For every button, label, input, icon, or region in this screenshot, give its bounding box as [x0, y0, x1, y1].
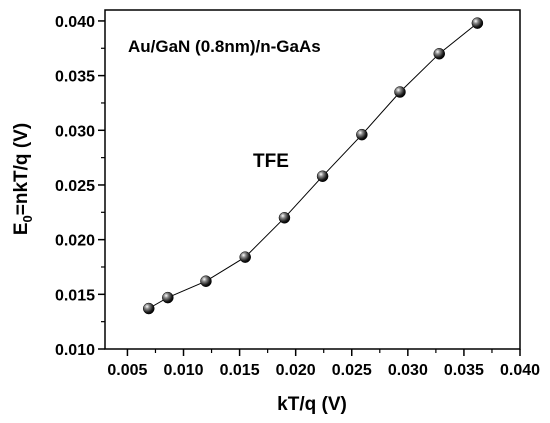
x-tick-label: 0.030: [388, 362, 428, 379]
y-tick-label: 0.035: [55, 69, 95, 86]
ticks: [98, 20, 521, 356]
data-point: [433, 47, 445, 60]
data-point: [162, 291, 174, 304]
y-axis-title: E0=nkT/q (V): [11, 123, 35, 235]
data-point: [471, 17, 484, 29]
sample-annotation: Au/GaN (0.8nm)/n-GaAs: [128, 37, 321, 56]
data-point: [356, 128, 368, 141]
y-axis-title-sub: 0: [20, 215, 35, 222]
data-point: [316, 170, 329, 182]
mechanism-annotation: TFE: [253, 151, 289, 172]
plot-frame: [104, 9, 521, 350]
y-tick-label: 0.025: [55, 178, 95, 195]
data-point: [394, 86, 406, 98]
y-tick-label: 0.030: [55, 123, 95, 140]
x-tick-label: 0.035: [444, 362, 484, 379]
y-tick-labels: 0.010 0.015 0.020 0.025 0.030 0.035 0.040: [55, 14, 95, 359]
x-tick-labels: 0.005 0.010 0.015 0.020 0.025 0.030 0.035 0.040: [107, 362, 540, 379]
y-tick-label: 0.015: [55, 287, 95, 304]
y-tick-label: 0.010: [55, 342, 95, 359]
data-point: [200, 275, 212, 287]
x-tick-label: 0.005: [107, 362, 147, 379]
data-point: [142, 302, 155, 315]
markers: [142, 17, 484, 315]
y-tick-label: 0.040: [55, 14, 95, 31]
data-point: [239, 251, 251, 263]
x-tick-label: 0.010: [163, 362, 203, 379]
y-axis-title-main: E: [11, 222, 32, 235]
y-axis-title-rest: =nkT/q (V): [11, 123, 32, 215]
y-tick-label: 0.020: [55, 233, 95, 250]
x-tick-label: 0.020: [276, 362, 316, 379]
data-point: [278, 212, 291, 224]
series-line: [148, 22, 478, 309]
x-tick-label: 0.015: [220, 362, 260, 379]
x-tick-label: 0.025: [332, 362, 372, 379]
x-axis-title: kT/q (V): [277, 394, 347, 415]
x-tick-label: 0.040: [500, 362, 540, 379]
